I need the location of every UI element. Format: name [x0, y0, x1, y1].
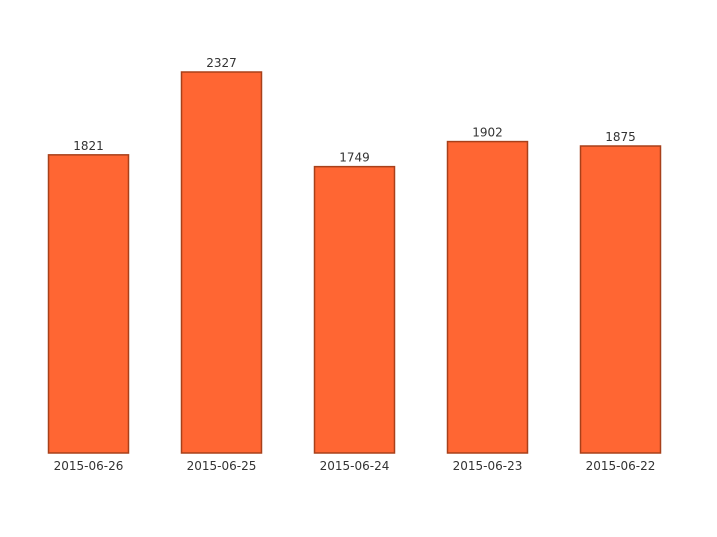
bar [313, 165, 396, 454]
value-label: 2327 [206, 56, 237, 70]
x-tick-label: 2015-06-25 [187, 459, 257, 473]
x-tick-label: 2015-06-26 [54, 459, 124, 473]
bar [446, 140, 529, 454]
x-tick-label: 2015-06-24 [320, 459, 390, 473]
value-label: 1749 [339, 151, 370, 165]
value-label: 1875 [605, 130, 636, 144]
value-label: 1821 [73, 139, 104, 153]
bar [180, 71, 263, 454]
value-label: 1902 [472, 126, 503, 140]
bar [47, 154, 130, 454]
bar [579, 145, 662, 454]
x-tick-label: 2015-06-22 [586, 459, 656, 473]
x-tick-label: 2015-06-23 [453, 459, 523, 473]
